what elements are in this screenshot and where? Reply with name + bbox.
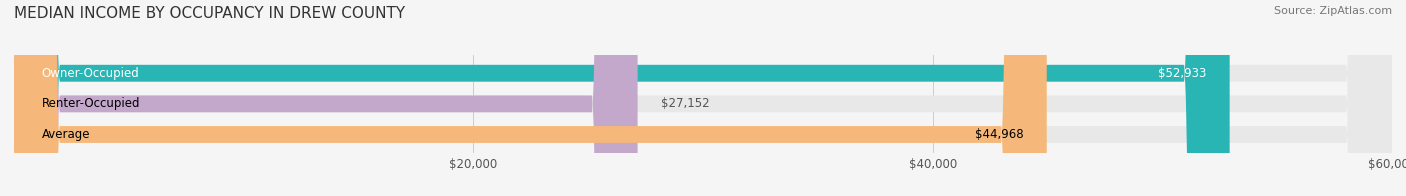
- Text: $44,968: $44,968: [976, 128, 1024, 141]
- Text: $52,933: $52,933: [1159, 67, 1206, 80]
- FancyBboxPatch shape: [14, 0, 637, 196]
- FancyBboxPatch shape: [14, 0, 1392, 196]
- Text: Source: ZipAtlas.com: Source: ZipAtlas.com: [1274, 6, 1392, 16]
- Text: Owner-Occupied: Owner-Occupied: [42, 67, 139, 80]
- FancyBboxPatch shape: [14, 0, 1392, 196]
- FancyBboxPatch shape: [14, 0, 1046, 196]
- Text: $27,152: $27,152: [661, 97, 709, 110]
- Text: Average: Average: [42, 128, 90, 141]
- FancyBboxPatch shape: [14, 0, 1392, 196]
- Text: MEDIAN INCOME BY OCCUPANCY IN DREW COUNTY: MEDIAN INCOME BY OCCUPANCY IN DREW COUNT…: [14, 6, 405, 21]
- Text: Renter-Occupied: Renter-Occupied: [42, 97, 141, 110]
- FancyBboxPatch shape: [14, 0, 1230, 196]
